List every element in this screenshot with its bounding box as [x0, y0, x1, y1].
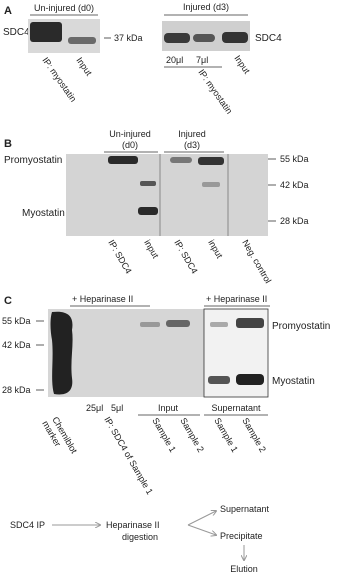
protein-label: SDC4: [255, 33, 282, 44]
lane-label: IP: SDC4: [106, 238, 133, 275]
panel-label: B: [4, 138, 12, 150]
lane-label: Input: [74, 55, 94, 78]
marker-label: 37 kDa: [114, 33, 143, 43]
band: [210, 322, 228, 327]
band: [222, 32, 248, 43]
group-header: Un-injured: [109, 129, 151, 139]
marker-label: 42 kDa: [280, 180, 309, 190]
band: [193, 34, 215, 42]
blot: [66, 154, 268, 236]
lane-label: IP: SDC4: [172, 238, 199, 275]
flow-node: Heparinase II: [106, 520, 160, 530]
band: [140, 181, 156, 186]
marker-label: 28 kDa: [280, 216, 309, 226]
group-label: Supernatant: [211, 403, 261, 413]
band: [170, 157, 192, 163]
treatment-label: + Heparinase II: [72, 294, 133, 304]
band-label: Myostatin: [272, 376, 315, 387]
lane-label: Sample 2: [178, 416, 206, 454]
marker-label: 28 kDa: [2, 385, 31, 395]
flow-node: Elution: [230, 564, 258, 574]
volume-label: 25μl: [86, 403, 103, 413]
marker-label: 42 kDa: [2, 340, 31, 350]
marker-lane: [50, 311, 73, 395]
panel-label: A: [4, 5, 12, 17]
lane-label: IP: myostatin: [40, 55, 78, 103]
lane-label: input: [142, 238, 161, 260]
volume-label: 7μl: [196, 55, 208, 65]
band: [198, 157, 224, 165]
flow-node: SDC4 IP: [10, 520, 45, 530]
group-header: (d0): [122, 140, 138, 150]
group-label: Input: [158, 403, 179, 413]
band: [202, 182, 220, 187]
band: [166, 320, 190, 327]
arrow: [187, 524, 216, 535]
band: [68, 37, 96, 44]
band: [236, 318, 264, 328]
volume-label: 20μl: [166, 55, 183, 65]
flow-node: Precipitate: [220, 531, 263, 541]
group-header: Injured: [178, 129, 206, 139]
band: [164, 33, 190, 43]
band: [138, 207, 158, 215]
lane-label: IP: myostatin: [196, 67, 234, 115]
band-label: Promyostatin: [4, 155, 62, 166]
flow-node: Supernatant: [220, 504, 270, 514]
lane-label: input: [206, 238, 225, 260]
arrow: [187, 511, 216, 526]
volume-label: 5μl: [111, 403, 123, 413]
band-label: Myostatin: [22, 208, 65, 219]
panel-label: C: [4, 295, 12, 307]
flow-node: digestion: [122, 532, 158, 542]
marker-label: 55 kDa: [2, 316, 31, 326]
band: [208, 376, 230, 384]
lane-label: Neg. control: [240, 238, 273, 285]
marker-label: 55 kDa: [280, 154, 309, 164]
lane-label: Input: [232, 53, 252, 76]
treatment-label: + Heparinase II: [206, 294, 267, 304]
group-header: Injured (d3): [183, 2, 229, 12]
band: [236, 374, 264, 385]
group-header: (d3): [184, 140, 200, 150]
band-label: Promyostatin: [272, 321, 330, 332]
lane-label: IP: SDC4 of Sample 1: [102, 415, 155, 496]
lane-label: Sample 2: [240, 416, 268, 454]
band: [30, 22, 62, 42]
band: [108, 156, 138, 164]
lane-label: Sample 1: [150, 416, 178, 454]
group-header: Un-injured (d0): [34, 3, 94, 13]
band: [140, 322, 160, 327]
lane-label: Sample 1: [212, 416, 240, 454]
protein-label: SDC4: [3, 27, 30, 38]
